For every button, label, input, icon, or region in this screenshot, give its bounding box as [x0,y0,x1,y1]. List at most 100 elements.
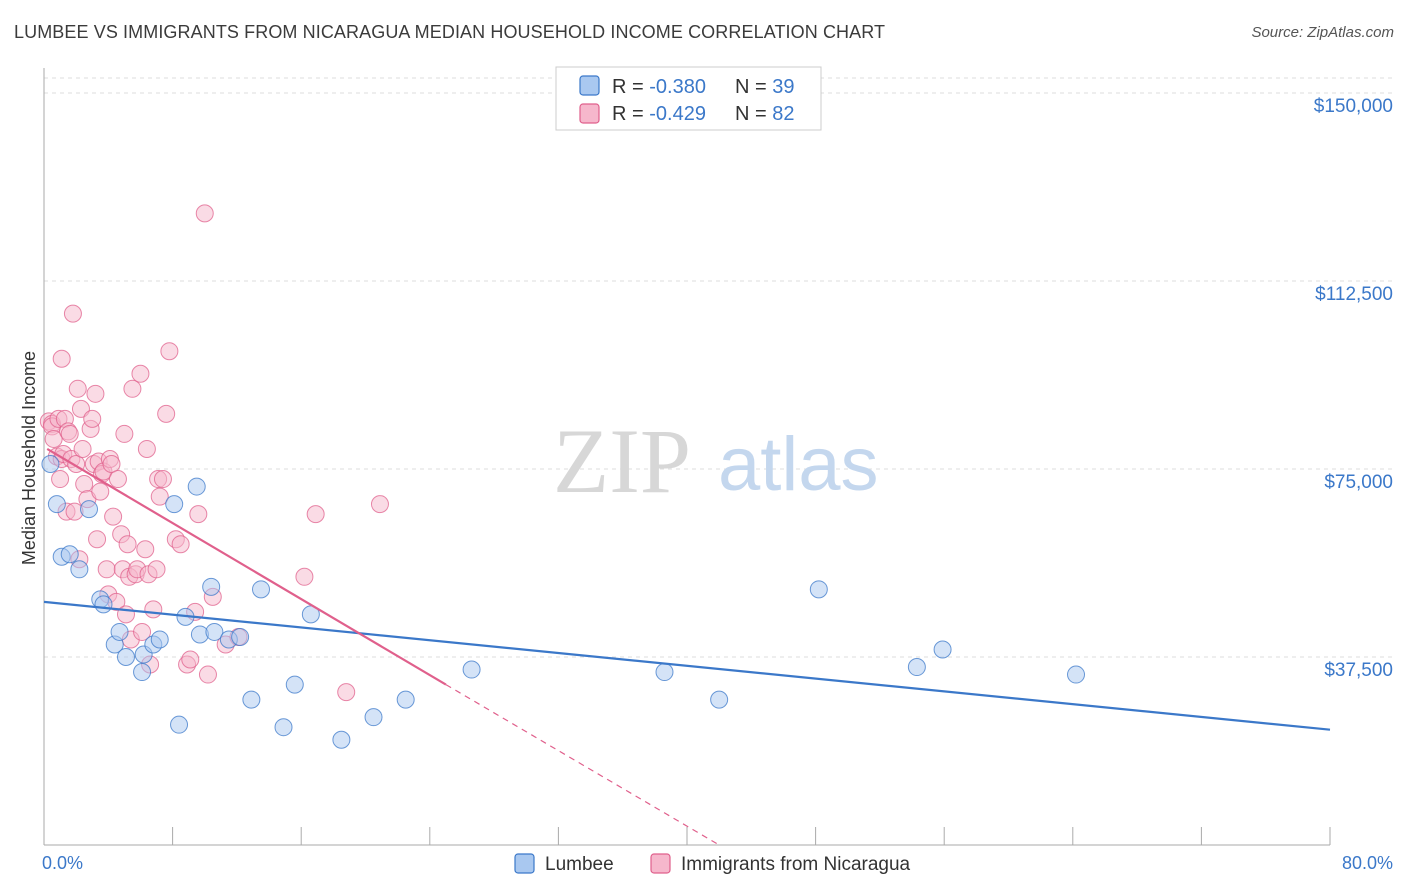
svg-text:R = -0.380: R = -0.380 [612,76,706,98]
nicaragua-point [63,304,82,323]
nicaragua-point [91,482,110,501]
lumbee-point [187,477,206,496]
y-tick-label: $112,500 [1315,284,1393,305]
nicaragua-point [97,560,116,579]
nicaragua-point [51,470,70,489]
nicaragua-point [171,535,190,554]
source-note: Source: ZipAtlas.com [1251,24,1394,41]
nicaragua-point [52,349,71,368]
nicaragua-trend-line [46,448,447,686]
legend-r-value-2: -0.429 [649,103,706,125]
nicaragua-point [337,683,356,702]
chart-title: LUMBEE VS IMMIGRANTS FROM NICARAGUA MEDI… [14,22,886,42]
lumbee-trend-line [43,600,1331,731]
grid-lines [44,77,1395,658]
nicaragua-point [86,384,105,403]
nicaragua-point [68,379,87,398]
legend-swatch-lumbee [579,75,600,96]
legend-n-label-2: N = [735,103,772,125]
lumbee-point [231,627,250,646]
nicaragua-trend-extension [445,684,720,846]
nicaragua-point [104,507,123,526]
nicaragua-point [157,404,176,423]
nicaragua-point [102,455,121,474]
lumbee-point [60,545,79,564]
nicaragua-point [118,535,137,554]
nicaragua-point [131,364,150,383]
nicaragua-point [60,424,79,443]
nicaragua-point [123,379,142,398]
lumbee-point [274,718,293,737]
nicaragua-point [88,530,107,549]
x-tick-label: 0.0% [42,853,83,873]
lumbee-point [70,560,89,579]
series-legend: Lumbee Immigrants from Nicaragua [514,853,911,875]
lumbee-point [252,580,271,599]
y-tick-label: $37,500 [1324,660,1393,681]
watermark-atlas: atlas [718,422,879,507]
nicaragua-point [189,505,208,524]
nicaragua-point [108,470,127,489]
nicaragua-point [198,665,217,684]
nicaragua-point [150,487,169,506]
lumbee-point [170,715,189,734]
lumbee-point [150,630,169,649]
lumbee-points [41,455,1086,749]
y-tick-labels: $37,500 $75,000 $112,500 $150,000 [1314,96,1393,681]
svg-text:N = 82: N = 82 [735,103,795,125]
lumbee-point [116,648,135,667]
lumbee-point [133,663,152,682]
svg-text:R = -0.429: R = -0.429 [612,103,706,125]
nicaragua-points [39,204,389,702]
nicaragua-point [44,429,63,448]
legend-r-value-1: -0.380 [649,76,706,98]
watermark-zip: ZIP [553,410,691,512]
legend-n-label-1: N = [735,76,772,98]
legend-n-value-1: 39 [772,76,794,98]
legend-r-label-2: R = [612,103,649,125]
lumbee-point [1067,665,1086,684]
lumbee-point [285,675,304,694]
nicaragua-point [136,540,155,559]
lumbee-point [165,495,184,514]
nicaragua-point [181,650,200,669]
lumbee-point [809,580,828,599]
legend-n-value-2: 82 [772,103,794,125]
lumbee-point [41,455,60,474]
lumbee-point [907,658,926,677]
trend-lines [43,448,1331,846]
bottom-legend-nicaragua: Immigrants from Nicaragua [681,854,911,875]
lumbee-point [396,690,415,709]
nicaragua-point [133,622,152,641]
nicaragua-point [295,567,314,586]
nicaragua-point [195,204,214,223]
nicaragua-point [147,560,166,579]
watermark: ZIP atlas [553,410,879,512]
lumbee-point [655,663,674,682]
legend-swatch-nicaragua [579,103,600,124]
nicaragua-point [83,409,102,428]
y-tick-label: $150,000 [1314,96,1393,117]
lumbee-point [47,495,66,514]
bottom-legend-swatch-nicaragua [650,853,671,874]
nicaragua-point [370,495,389,514]
lumbee-point [202,577,221,596]
axes [43,68,1331,846]
nicaragua-point [306,505,325,524]
nicaragua-point [153,470,172,489]
nicaragua-point [71,399,90,418]
lumbee-point [205,622,224,641]
nicaragua-point [75,475,94,494]
lumbee-point [110,622,129,641]
nicaragua-point [115,424,134,443]
x-tick-label: 80.0% [1342,853,1393,873]
x-tick-labels: 0.0% 80.0% [42,853,1393,873]
nicaragua-point [160,342,179,361]
legend-r-label-1: R = [612,76,649,98]
lumbee-point [710,690,729,709]
legend-box [555,66,822,131]
lumbee-point [332,730,351,749]
lumbee-point [94,595,113,614]
y-tick-label: $75,000 [1324,472,1393,493]
